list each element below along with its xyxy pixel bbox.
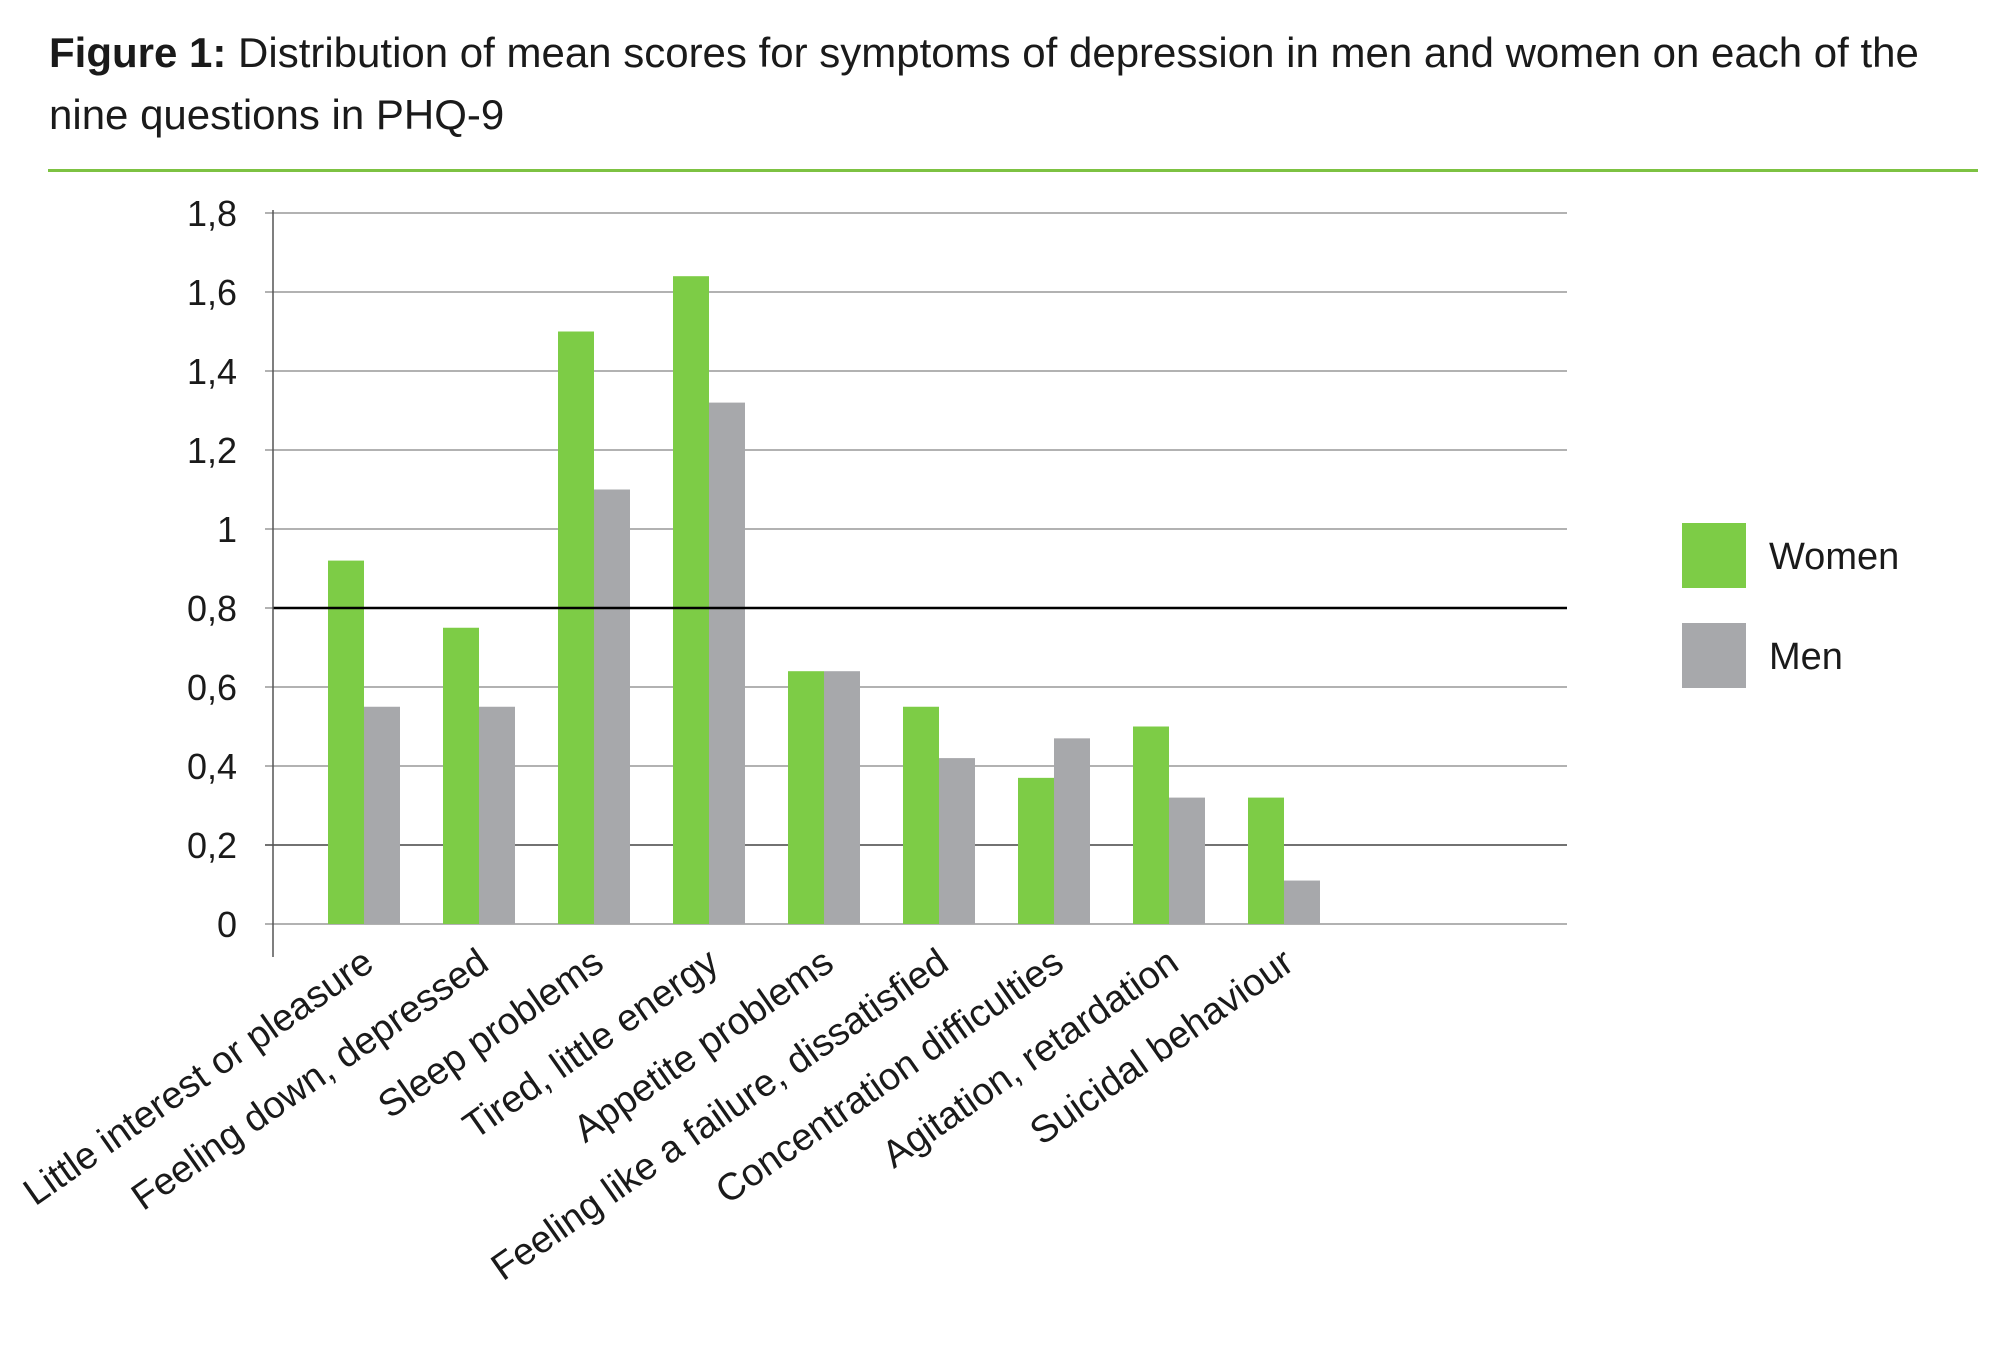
- y-tick-label: 1,6: [187, 272, 237, 313]
- bar-women: [558, 331, 594, 924]
- bar-women: [788, 671, 824, 924]
- figure-title: Figure 1: Distribution of mean scores fo…: [49, 22, 1949, 146]
- bar-men: [824, 671, 860, 924]
- bars: [328, 276, 1320, 925]
- bar-women: [328, 560, 364, 924]
- bar-women: [1248, 797, 1284, 924]
- bar-women: [1133, 726, 1169, 924]
- bar-men: [1169, 797, 1205, 924]
- y-tick-label: 0,4: [187, 746, 237, 787]
- bar-men: [364, 706, 400, 924]
- bar-women: [673, 276, 709, 924]
- y-tick-label: 0,8: [187, 588, 237, 629]
- y-tick-label: 1,2: [187, 430, 237, 471]
- y-tick-label: 1,4: [187, 351, 237, 392]
- bar-women: [1018, 777, 1054, 924]
- legend-label-women: Women: [1769, 536, 1899, 578]
- bar-men: [1054, 738, 1090, 924]
- legend-label-men: Men: [1769, 636, 1843, 678]
- y-tick-label: 1: [217, 509, 237, 550]
- bar-men: [479, 706, 515, 924]
- y-tick-label: 0,2: [187, 825, 237, 866]
- y-tick-labels: 0 0,2 0,4 0,6 0,8 1 1,2 1,4 1,6 1,8: [187, 193, 237, 945]
- legend-swatch-men: [1682, 623, 1746, 688]
- bar-men: [709, 402, 745, 925]
- y-tick-label: 0,6: [187, 667, 237, 708]
- legend: Women Men: [1682, 523, 1899, 688]
- bar-women: [903, 706, 939, 924]
- bar-women: [443, 627, 479, 924]
- bar-men: [1284, 880, 1320, 924]
- title-divider: [48, 169, 1978, 172]
- figure-caption: Distribution of mean scores for symptoms…: [49, 29, 1919, 138]
- y-tick-label: 1,8: [187, 193, 237, 234]
- figure-label: Figure 1:: [49, 29, 227, 76]
- bar-men: [939, 758, 975, 924]
- y-tick-label: 0: [217, 904, 237, 945]
- legend-swatch-women: [1682, 523, 1746, 588]
- bar-men: [594, 489, 630, 924]
